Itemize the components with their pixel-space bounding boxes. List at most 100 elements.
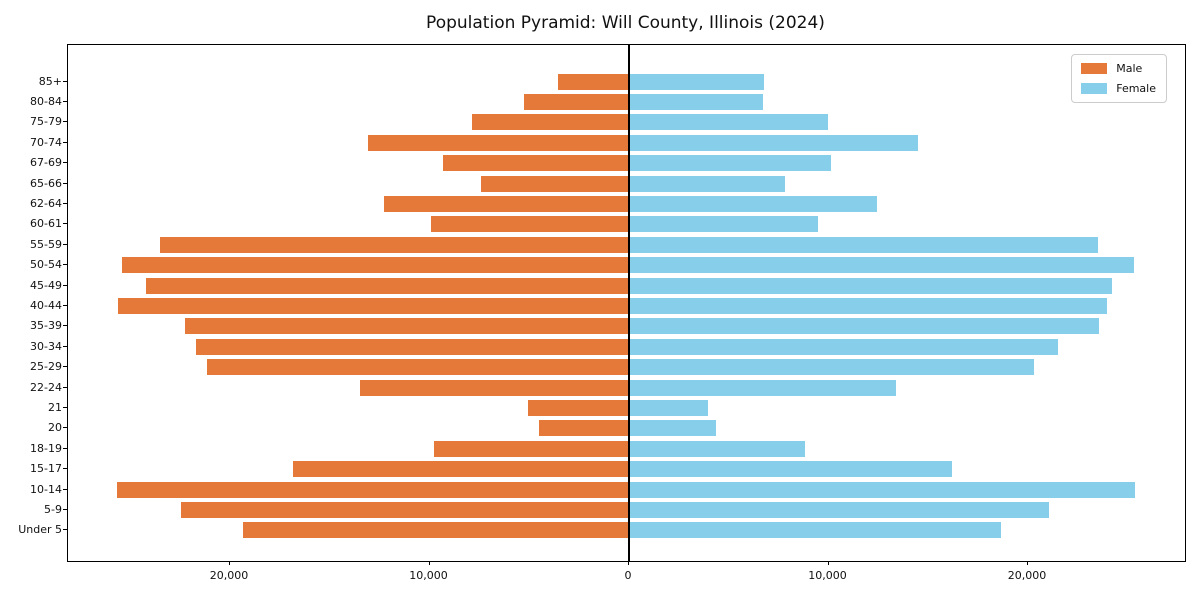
y-tick-25-29 [63, 366, 67, 368]
y-tick-label-5-9: 5-9 [44, 502, 62, 516]
chart-title: Population Pyramid: Will County, Illinoi… [426, 13, 825, 33]
y-tick-label-40-44: 40-44 [30, 298, 62, 312]
female-bar-35-39 [629, 318, 1099, 335]
male-color-swatch [1081, 63, 1108, 74]
y-tick-label-21: 21 [48, 400, 62, 414]
female-bar-21 [629, 399, 708, 416]
male-bar-80-84 [524, 94, 629, 111]
female-bar-30-34 [629, 338, 1058, 355]
y-tick-80-84 [63, 101, 67, 103]
x-tick-20,000 [1027, 561, 1028, 565]
female-bar-85+ [629, 73, 764, 90]
y-tick-70-74 [63, 141, 67, 143]
y-tick-62-64 [63, 203, 67, 205]
y-tick-65-66 [63, 182, 67, 184]
y-tick-75-79 [63, 121, 67, 123]
y-tick-label-18-19: 18-19 [30, 441, 62, 455]
male-bar-35-39 [185, 318, 629, 335]
x-tick-10,000 [428, 561, 430, 565]
y-tick-10-14 [63, 488, 67, 490]
male-bar-15-17 [292, 461, 629, 478]
female-bar-20 [629, 420, 716, 437]
legend-entry-male: Male [1081, 62, 1156, 75]
x-tick-label-10,000: 10,000 [808, 569, 847, 582]
female-bar-40-44 [629, 297, 1107, 314]
male-bar-75-79 [472, 114, 629, 131]
y-tick-label-55-59: 55-59 [30, 237, 62, 251]
female-bar-67-69 [629, 155, 832, 172]
male-bar-5-9 [181, 501, 629, 518]
female-bar-60-61 [629, 216, 818, 233]
y-tick-label-30-34: 30-34 [30, 339, 62, 353]
y-tick-30-34 [63, 345, 67, 347]
female-bar-62-64 [629, 196, 878, 213]
male-bar-50-54 [122, 257, 629, 274]
female-bar-15-17 [629, 461, 953, 478]
y-tick-60-61 [63, 223, 67, 225]
male-bar-67-69 [443, 155, 629, 172]
zero-axis-line [628, 45, 630, 561]
y-tick-label-35-39: 35-39 [30, 319, 62, 333]
male-bar-85+ [558, 73, 629, 90]
y-tick-15-17 [63, 468, 67, 470]
y-tick-label-75-79: 75-79 [30, 115, 62, 129]
y-tick-label-22-24: 22-24 [30, 380, 62, 394]
male-bar-45-49 [146, 277, 629, 294]
female-bar-70-74 [629, 134, 919, 151]
female-bar-50-54 [629, 257, 1134, 274]
y-tick-label-10-14: 10-14 [30, 482, 62, 496]
legend: Male Female [1071, 54, 1167, 103]
x-tick-label-20,000: 20,000 [1007, 569, 1047, 582]
male-bar-Under 5 [242, 522, 629, 539]
y-tick-67-69 [63, 162, 67, 164]
y-tick-label-Under 5: Under 5 [18, 523, 62, 537]
y-tick-20 [63, 427, 67, 429]
male-bar-21 [528, 399, 629, 416]
female-bar-22-24 [629, 379, 897, 396]
female-bar-25-29 [629, 359, 1034, 376]
y-tick-55-59 [63, 243, 67, 245]
x-tick-label-20,000: 20,000 [209, 569, 249, 582]
y-tick-35-39 [63, 325, 67, 327]
y-tick-label-62-64: 62-64 [30, 197, 62, 211]
y-tick-label-70-74: 70-74 [30, 135, 62, 149]
male-bar-62-64 [383, 196, 629, 213]
male-bar-70-74 [367, 134, 629, 151]
female-bar-10-14 [629, 481, 1135, 498]
male-bar-65-66 [481, 175, 629, 192]
y-tick-label-20: 20 [48, 421, 62, 435]
x-tick-0 [628, 561, 629, 565]
male-bar-22-24 [359, 379, 629, 396]
plot-area: Male Female [67, 44, 1186, 562]
female-bar-45-49 [629, 277, 1112, 294]
female-bar-80-84 [629, 94, 763, 111]
female-bar-18-19 [629, 440, 805, 457]
x-tick-label-0: 0 [624, 569, 632, 582]
y-tick-label-15-17: 15-17 [30, 462, 62, 476]
y-tick-50-54 [63, 264, 67, 266]
male-bar-25-29 [207, 359, 629, 376]
y-tick-40-44 [63, 304, 67, 306]
y-tick-label-45-49: 45-49 [30, 278, 62, 292]
x-tick-label-10,000: 10,000 [409, 569, 448, 582]
male-bar-18-19 [434, 440, 629, 457]
x-tick-10,000 [827, 561, 829, 565]
x-tick-20,000 [229, 561, 230, 565]
y-tick-21 [63, 406, 67, 408]
female-color-swatch [1081, 83, 1108, 94]
y-tick-5-9 [63, 508, 67, 510]
female-bar-5-9 [629, 501, 1049, 518]
legend-label-male: Male [1116, 62, 1143, 75]
male-bar-40-44 [118, 297, 629, 314]
male-bar-30-34 [196, 338, 629, 355]
y-tick-Under 5 [63, 529, 67, 531]
y-tick-label-50-54: 50-54 [30, 258, 62, 272]
y-tick-label-60-61: 60-61 [30, 217, 62, 231]
female-bar-55-59 [629, 236, 1098, 253]
male-bar-10-14 [117, 481, 629, 498]
y-tick-85+ [63, 80, 67, 82]
male-bar-55-59 [160, 236, 629, 253]
female-bar-65-66 [629, 175, 785, 192]
female-bar-75-79 [629, 114, 828, 131]
